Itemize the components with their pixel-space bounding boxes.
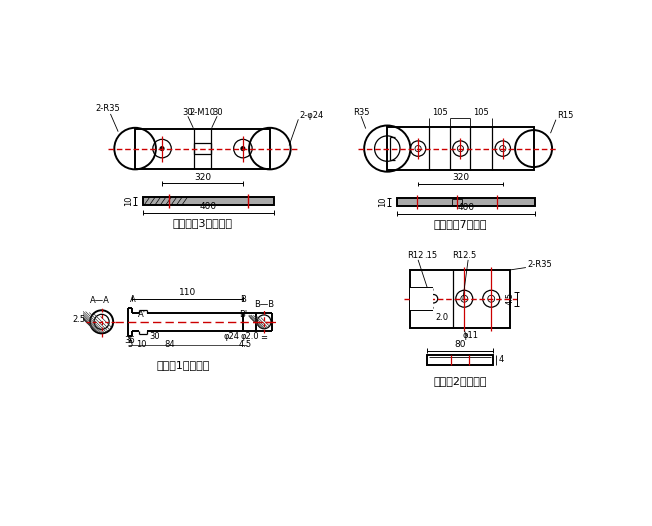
Text: 4.5: 4.5 xyxy=(506,292,515,305)
Text: 30: 30 xyxy=(212,108,222,117)
Text: 400: 400 xyxy=(457,203,475,212)
Text: 84: 84 xyxy=(165,340,175,349)
Bar xyxy=(409,288,434,309)
Text: 320: 320 xyxy=(194,173,211,181)
Bar xyxy=(194,143,211,154)
Text: φ24: φ24 xyxy=(224,332,240,341)
Text: B: B xyxy=(241,295,246,304)
Text: 4: 4 xyxy=(498,356,503,365)
Text: 10: 10 xyxy=(378,197,387,207)
Text: 80: 80 xyxy=(454,340,466,349)
Text: φ11: φ11 xyxy=(462,331,479,340)
Text: R12: R12 xyxy=(408,250,424,259)
Bar xyxy=(143,197,274,205)
Text: 110: 110 xyxy=(179,288,196,297)
Text: φ2.0: φ2.0 xyxy=(240,332,259,341)
Text: R15: R15 xyxy=(557,111,573,120)
Text: 30: 30 xyxy=(183,108,193,117)
Text: 105: 105 xyxy=(432,108,447,117)
Text: 36: 36 xyxy=(125,337,136,346)
Text: B': B' xyxy=(239,310,247,319)
Bar xyxy=(427,355,493,366)
Text: A—A: A—A xyxy=(90,296,110,306)
Text: 2-R35: 2-R35 xyxy=(96,104,121,113)
Text: R35: R35 xyxy=(353,108,369,117)
Text: =: = xyxy=(261,333,267,342)
Text: 105: 105 xyxy=(473,108,489,117)
Text: 2-R35: 2-R35 xyxy=(527,260,552,269)
Text: R12.5: R12.5 xyxy=(452,250,477,259)
Text: 4.5: 4.5 xyxy=(239,340,252,349)
Bar xyxy=(452,199,462,205)
Text: .15: .15 xyxy=(424,250,437,259)
Text: 400: 400 xyxy=(200,202,217,211)
Text: 2.5: 2.5 xyxy=(72,315,85,324)
Text: 2-M10: 2-M10 xyxy=(190,108,215,117)
Bar xyxy=(135,128,270,169)
Text: 2-φ24: 2-φ24 xyxy=(300,111,324,120)
Circle shape xyxy=(160,147,164,150)
Text: 外鍵板（7）改后: 外鍵板（7）改后 xyxy=(434,219,487,229)
Bar xyxy=(396,198,535,206)
Text: B—B: B—B xyxy=(254,300,274,309)
Text: 30: 30 xyxy=(149,332,160,341)
Text: 卡板（2件）改后: 卡板（2件）改后 xyxy=(434,376,487,386)
Text: 销轴（1件）改后: 销轴（1件）改后 xyxy=(156,360,210,370)
Text: 320: 320 xyxy=(452,174,469,183)
Text: 10: 10 xyxy=(136,340,146,349)
Text: 2.0: 2.0 xyxy=(436,313,449,322)
Circle shape xyxy=(241,147,245,150)
Bar xyxy=(387,127,533,170)
Bar xyxy=(410,270,511,328)
Text: A: A xyxy=(130,295,135,304)
Text: 5: 5 xyxy=(128,340,133,349)
Text: 外鍵板（3件）改后: 外鍵板（3件）改后 xyxy=(173,218,233,228)
Text: 10: 10 xyxy=(125,196,134,206)
Text: A': A' xyxy=(138,310,145,319)
